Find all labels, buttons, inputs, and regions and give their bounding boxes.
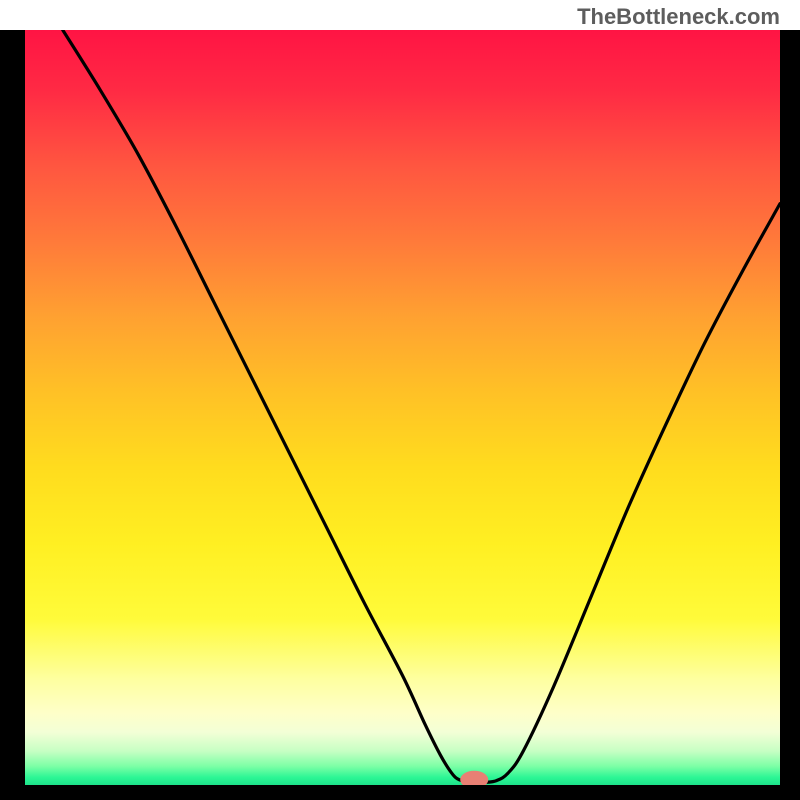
axis-border-left: [0, 30, 25, 800]
curve-layer: [25, 30, 780, 785]
axis-border-bottom: [0, 785, 800, 800]
axis-border-right: [780, 30, 800, 800]
bottleneck-curve: [63, 30, 780, 783]
chart-container: TheBottleneck.com: [0, 0, 800, 800]
optimum-marker: [460, 771, 488, 785]
watermark-text: TheBottleneck.com: [577, 4, 780, 30]
plot-area: [25, 30, 780, 785]
